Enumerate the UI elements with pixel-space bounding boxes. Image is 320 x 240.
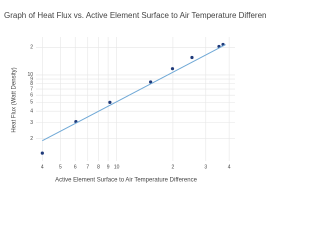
y-axis-label: Heat Flux (Watt Density) — [12, 67, 18, 132]
y-tick-label: 6 — [30, 92, 33, 98]
y-tick-label: 2 — [30, 136, 33, 142]
x-tick-label: 4 — [41, 164, 44, 170]
y-tick-label: 4 — [30, 109, 33, 115]
y-tick-label: 5 — [30, 100, 33, 106]
x-tick-label: 6 — [74, 164, 77, 170]
y-tick-label: 2 — [30, 45, 33, 51]
data-point — [190, 55, 194, 60]
fit-line — [42, 44, 226, 142]
x-tick-label: 7 — [86, 164, 89, 170]
y-tick-label: 10 — [27, 72, 33, 78]
data-point — [170, 67, 175, 71]
data-point — [149, 80, 153, 84]
y-tick-label: 9 — [30, 76, 33, 82]
y-tick-label: 3 — [30, 120, 33, 126]
x-tick-label: 4 — [228, 164, 231, 170]
x-tick-label: 8 — [97, 164, 100, 170]
y-tick-label: 7 — [30, 86, 33, 92]
x-tick-label: 10 — [114, 164, 120, 170]
x-axis-label: Active Element Surface to Air Temperatur… — [55, 178, 198, 184]
x-tick-label: 5 — [59, 164, 62, 170]
x-tick-label: 3 — [204, 164, 207, 170]
chart: Graph of Heat Flux vs. Active Element Su… — [4, 11, 266, 184]
data-point — [108, 100, 112, 104]
x-tick-label: 9 — [107, 164, 110, 170]
x-tick-label: 2 — [172, 164, 175, 170]
data-point — [40, 151, 44, 155]
y-tick-label: 8 — [30, 81, 33, 87]
chart-title: Graph of Heat Flux vs. Active Element Su… — [4, 11, 266, 20]
